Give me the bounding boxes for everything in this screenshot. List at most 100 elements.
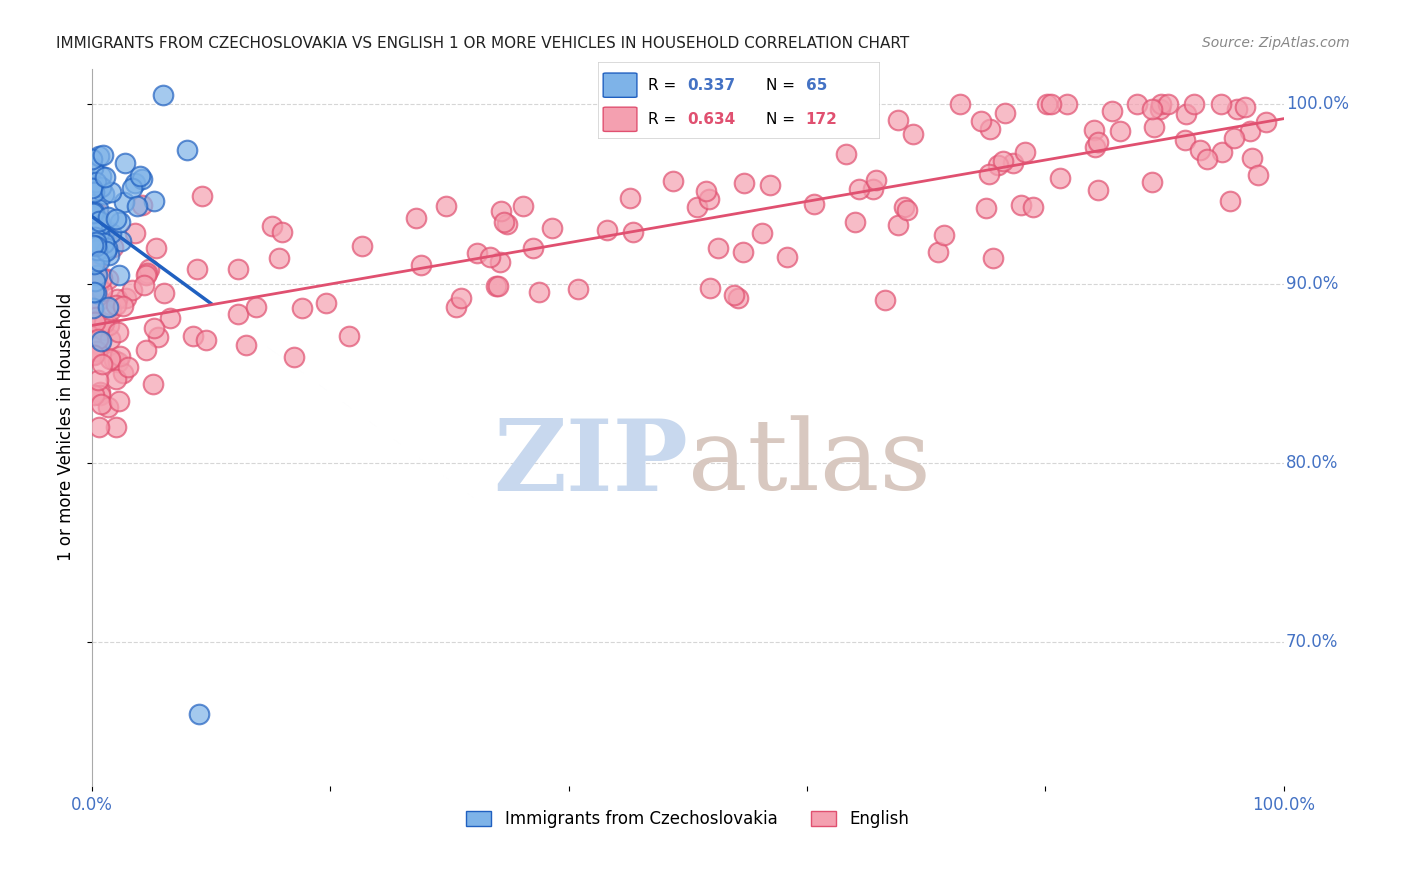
English [1022,200,1045,214]
Text: 0.337: 0.337 [688,78,735,93]
English [245,300,267,314]
English [465,245,488,260]
English [686,200,709,214]
Immigrants from Czechoslovakia [124,176,146,190]
Immigrants from Czechoslovakia [97,300,120,314]
English [848,182,870,196]
English [979,167,1001,181]
Immigrants from Czechoslovakia [83,235,105,249]
English [734,176,756,190]
Text: 0.634: 0.634 [688,112,735,127]
English [98,332,121,346]
Immigrants from Czechoslovakia [82,206,104,220]
English [1233,100,1256,114]
English [862,181,884,195]
English [271,225,294,239]
English [409,258,432,272]
English [707,241,730,255]
English [104,372,127,386]
English [976,202,998,216]
English [695,184,717,198]
Immigrants from Czechoslovakia [94,244,117,258]
English [619,191,641,205]
English [1174,107,1197,121]
Immigrants from Czechoslovakia [93,236,115,251]
English [444,300,467,314]
English [90,357,112,371]
Immigrants from Czechoslovakia [131,172,153,186]
English [83,348,105,362]
English [82,347,104,361]
English [969,114,991,128]
Immigrants from Czechoslovakia [82,181,104,195]
Immigrants from Czechoslovakia [83,185,105,199]
English [932,228,955,243]
English [138,261,160,276]
English [1040,97,1063,112]
English [758,178,780,192]
English [494,215,516,229]
FancyBboxPatch shape [603,107,637,131]
English [82,314,104,328]
English [1142,175,1164,189]
English [194,333,217,347]
English [235,338,257,352]
Immigrants from Czechoslovakia [84,224,107,238]
Immigrants from Czechoslovakia [82,208,104,222]
English [662,174,685,188]
English [267,251,290,265]
Text: 70.0%: 70.0% [1286,633,1339,651]
Immigrants from Czechoslovakia [107,268,129,283]
Immigrants from Czechoslovakia [84,175,107,189]
English [927,244,949,259]
English [89,338,111,352]
English [1223,130,1246,145]
Immigrants from Czechoslovakia [87,149,110,163]
English [105,292,128,306]
English [89,388,111,402]
English [190,189,212,203]
English [131,198,153,212]
Immigrants from Czechoslovakia [97,248,120,262]
English [283,351,305,365]
Text: R =: R = [648,78,682,93]
English [522,241,544,255]
English [124,226,146,240]
English [87,332,110,346]
English [450,291,472,305]
Immigrants from Czechoslovakia [87,253,110,268]
English [489,203,512,218]
English [93,316,115,330]
Immigrants from Czechoslovakia [82,153,104,167]
Immigrants from Czechoslovakia [93,234,115,248]
English [1140,103,1163,117]
Immigrants from Czechoslovakia [108,215,131,229]
English [485,278,508,293]
Immigrants from Czechoslovakia [82,206,104,220]
Text: 172: 172 [806,112,838,127]
English [434,198,457,212]
Immigrants from Czechoslovakia [83,178,105,192]
English [727,291,749,305]
English [1149,102,1171,116]
English [186,262,208,277]
English [97,272,120,286]
English [291,301,314,315]
English [527,285,550,300]
Immigrants from Czechoslovakia [96,241,118,255]
Immigrants from Czechoslovakia [97,211,120,225]
English [567,282,589,296]
English [1049,170,1071,185]
English [97,318,120,332]
English [405,211,427,225]
English [337,329,360,343]
English [132,278,155,293]
English [146,330,169,344]
Immigrants from Czechoslovakia [91,148,114,162]
Immigrants from Czechoslovakia [100,226,122,240]
English [478,250,501,264]
Immigrants from Czechoslovakia [82,237,104,252]
English [108,393,131,408]
English [352,239,374,253]
English [82,259,104,273]
